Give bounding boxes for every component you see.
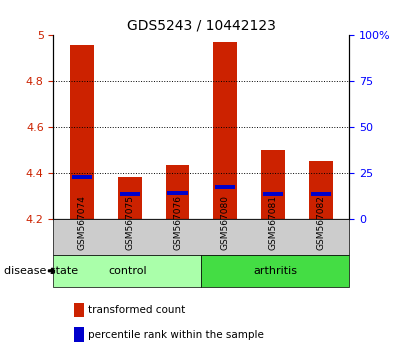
- Text: disease state: disease state: [4, 266, 78, 276]
- Text: GSM567080: GSM567080: [221, 195, 230, 250]
- Bar: [261, 150, 285, 219]
- Title: GDS5243 / 10442123: GDS5243 / 10442123: [127, 19, 276, 33]
- Bar: [215, 185, 236, 189]
- Text: percentile rank within the sample: percentile rank within the sample: [88, 330, 264, 339]
- Bar: [311, 192, 331, 196]
- Text: GSM567082: GSM567082: [316, 195, 325, 250]
- Text: control: control: [108, 266, 147, 276]
- Text: GSM567075: GSM567075: [125, 195, 134, 250]
- Text: transformed count: transformed count: [88, 305, 186, 315]
- Text: arthritis: arthritis: [253, 266, 298, 276]
- Bar: [263, 192, 283, 196]
- Bar: [166, 165, 189, 219]
- Bar: [167, 191, 188, 195]
- Text: GSM567076: GSM567076: [173, 195, 182, 250]
- Bar: [118, 177, 142, 219]
- Text: GSM567074: GSM567074: [78, 195, 87, 250]
- Bar: [309, 161, 332, 219]
- Bar: [213, 42, 237, 219]
- Text: GSM567081: GSM567081: [268, 195, 277, 250]
- Bar: [120, 192, 140, 196]
- Bar: [72, 175, 92, 179]
- Bar: [70, 45, 94, 219]
